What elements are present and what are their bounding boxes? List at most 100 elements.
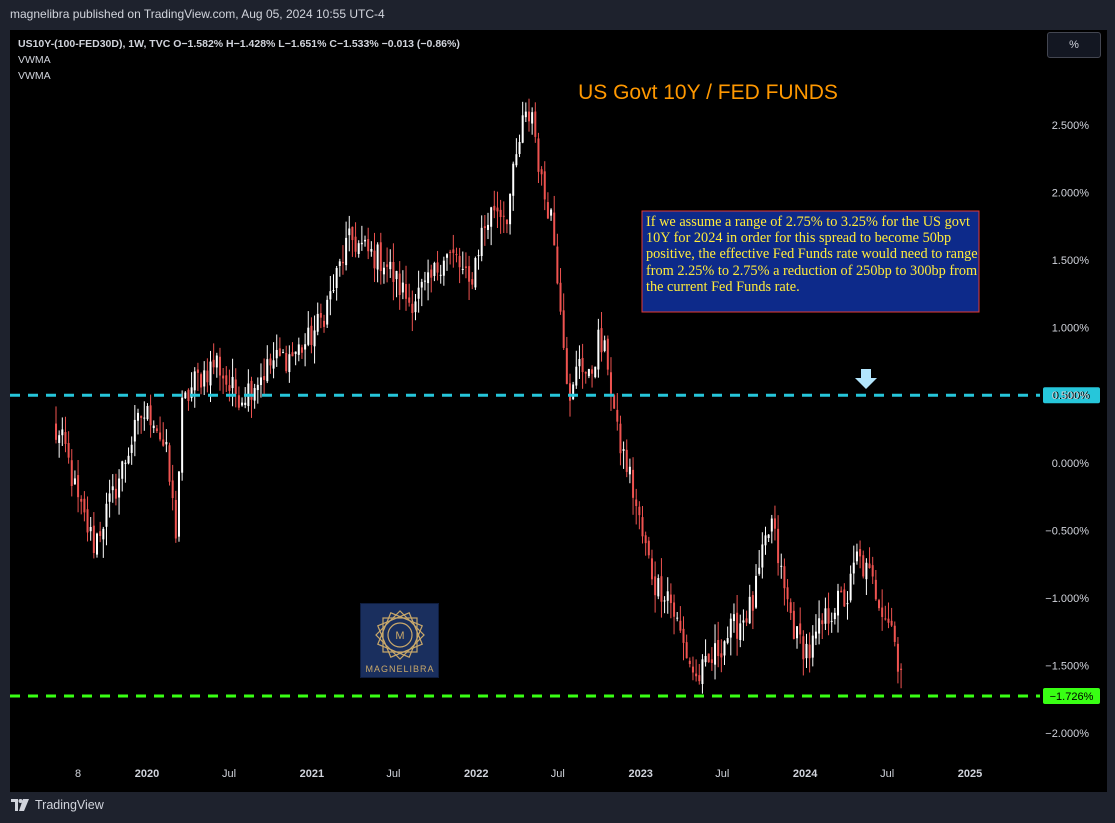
candle-body: [471, 279, 474, 285]
candle-body: [628, 466, 631, 475]
candle-body: [171, 480, 174, 499]
candle-body: [237, 395, 240, 408]
candle-body: [360, 242, 363, 245]
candle-body: [332, 290, 335, 292]
candle-body: [518, 142, 521, 154]
candle-body: [187, 389, 190, 401]
tradingview-logo-icon: [11, 799, 29, 811]
chart-legend: US10Y-(100-FED30D), 1W, TVC O−1.582% H−1…: [18, 36, 460, 84]
candle-body: [341, 261, 344, 264]
candle-body: [591, 369, 594, 374]
candle-body: [755, 575, 758, 608]
candle-body: [288, 354, 291, 373]
candle-body: [146, 405, 149, 420]
candle-body: [641, 517, 644, 537]
candle-body: [61, 429, 64, 436]
candle-body: [282, 352, 285, 354]
candle-body: [616, 409, 619, 422]
y-tick-label: 1.000%: [1052, 323, 1090, 335]
y-tick-label: 2.000%: [1052, 188, 1090, 200]
candle-body: [871, 565, 874, 577]
candle-body: [70, 460, 73, 487]
candle-body: [786, 587, 789, 600]
candle-body: [316, 313, 319, 332]
horizontal-lines-group: 0.500% −1.726%: [10, 387, 1100, 704]
candle-body: [878, 600, 881, 609]
candle-body: [80, 498, 83, 502]
candle-body: [228, 385, 231, 391]
candle-body: [215, 355, 218, 368]
candle-body: [364, 239, 367, 242]
candle-body: [540, 169, 543, 175]
candle-body: [105, 503, 108, 527]
candle-body: [644, 535, 647, 544]
candle-body: [474, 258, 477, 288]
candle-body: [323, 320, 326, 327]
candle-body: [455, 254, 458, 256]
candle-body: [603, 340, 606, 351]
candle-body: [190, 387, 193, 398]
candle-body: [244, 402, 247, 406]
candle-body: [310, 325, 313, 345]
candle-body: [887, 618, 890, 623]
y-tick-label: −1.500%: [1045, 660, 1089, 672]
tradingview-brand[interactable]: TradingView: [11, 798, 104, 812]
magnelibra-emblem-icon: M MAGNELIBRA: [365, 610, 434, 674]
indicator-vwma-2[interactable]: VWMA: [18, 70, 51, 82]
candle-body: [524, 111, 527, 118]
candle-body: [177, 471, 180, 537]
candle-body: [802, 636, 805, 660]
candle-body: [606, 338, 609, 370]
candle-body: [688, 660, 691, 665]
indicator-vwma-1[interactable]: VWMA: [18, 54, 51, 66]
candle-body: [405, 283, 408, 299]
candle-body: [297, 344, 300, 355]
candle-body: [761, 544, 764, 568]
candle-body: [136, 412, 139, 421]
candle-body: [439, 274, 442, 276]
candle-body: [534, 111, 537, 137]
candle-body: [458, 255, 461, 268]
candle-body: [758, 567, 761, 574]
candle-body: [67, 442, 70, 458]
candle-body: [764, 535, 767, 546]
candle-body: [436, 262, 439, 273]
candle-body: [638, 506, 641, 516]
candle-body: [253, 388, 256, 401]
symbol-legend[interactable]: US10Y-(100-FED30D), 1W, TVC O−1.582% H−1…: [18, 38, 460, 50]
y-tick-label: 2.500%: [1052, 120, 1090, 132]
candle-body: [73, 478, 76, 485]
candle-body: [480, 227, 483, 257]
candle-body: [58, 435, 61, 443]
candle-body: [609, 372, 612, 394]
candle-body: [650, 558, 653, 580]
candle-body: [729, 618, 732, 638]
down-arrow-icon: [855, 369, 877, 389]
candle-body: [622, 449, 625, 451]
candle-body: [527, 111, 530, 122]
candle-body: [499, 209, 502, 218]
candle-body: [367, 239, 370, 252]
candle-body: [165, 441, 168, 445]
candle-body: [770, 518, 773, 532]
candle-body: [269, 358, 272, 366]
candle-body: [326, 299, 329, 325]
candle-body: [556, 246, 559, 284]
candle-body: [420, 281, 423, 288]
x-tick-label: Jul: [880, 768, 894, 780]
candle-body: [477, 255, 480, 257]
candle-body: [635, 499, 638, 506]
x-tick-label: Jul: [715, 768, 729, 780]
candle-body: [370, 248, 373, 252]
candle-body: [111, 486, 114, 491]
candle-body: [313, 330, 316, 347]
candle-body: [373, 250, 376, 269]
percent-scale-button[interactable]: %: [1047, 32, 1101, 58]
candle-body: [710, 659, 713, 663]
y-tick-label: 0.000%: [1052, 458, 1090, 470]
candle-body: [780, 565, 783, 567]
candle-body: [121, 461, 124, 479]
candle-body: [726, 638, 729, 643]
chart-panel[interactable]: [10, 30, 1107, 792]
